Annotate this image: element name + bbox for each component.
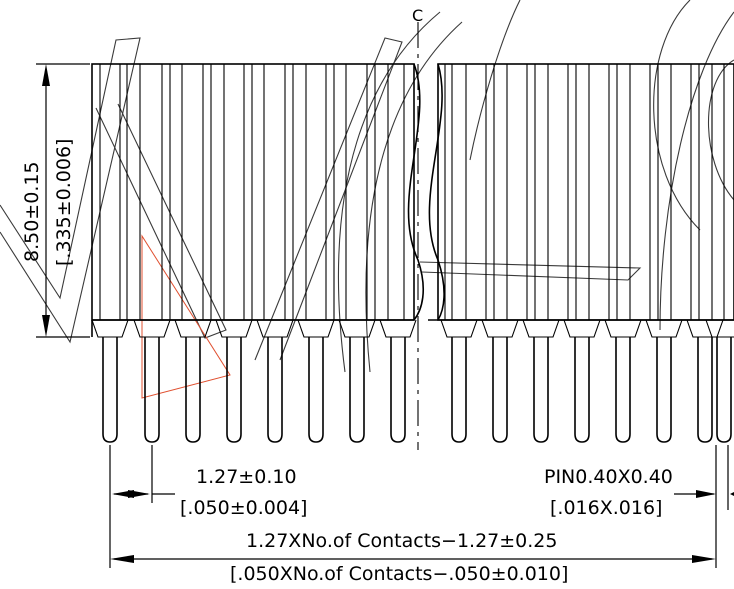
length-dimension: 1.27XNo.of Contacts−1.27±0.25 [.050XNo.o… [110,530,716,585]
tooth-outline [604,319,642,338]
pin [390,337,406,443]
pin [308,337,324,443]
pin [349,337,365,443]
pin [226,337,242,443]
pin [185,337,201,443]
pin [102,337,118,443]
tooth-outline [297,319,335,338]
pin [574,337,590,443]
pin [533,337,549,443]
bottom-teeth [91,319,734,338]
pin-mm-label: PIN0.40X0.40 [544,466,673,488]
tooth-outline [215,319,253,338]
pin [656,337,672,443]
pin [697,337,713,443]
pin [267,337,283,443]
tooth-outline [705,319,734,338]
watermark-logo [0,0,734,373]
tooth-outline [174,319,212,338]
tooth-outline [91,319,129,338]
height-mm-label: 8.50±0.15 [21,161,43,262]
tooth-outline [256,319,294,338]
pin [451,337,467,443]
centerline-label: C [412,6,423,25]
break-line [407,63,445,321]
tooth-outline [379,319,417,338]
pitch-in-label: [.050±0.004] [180,497,307,519]
length-mm-label: 1.27XNo.of Contacts−1.27±0.25 [246,530,558,552]
centerline: C [412,6,423,450]
pin [716,337,732,443]
tooth-outline [440,319,478,338]
tooth-outline [338,319,376,338]
tooth-outline [645,319,683,338]
height-dimension: 8.50±0.15 [.335±0.006] [21,63,90,338]
tooth-outline [686,319,724,338]
pin [615,337,631,443]
height-in-label: [.335±0.006] [53,139,75,266]
pin-size-dimension: PIN0.40X0.40 [.016X.016] [544,445,734,568]
pin [144,337,160,443]
pins [102,337,732,443]
pin [492,337,508,443]
pitch-dimension: 1.27±0.10 [.050±0.004] [109,445,307,568]
length-in-label: [.050XNo.of Contacts−.050±0.010] [230,563,568,585]
tooth-outline [563,319,601,338]
pin-in-label: [.016X.016] [550,497,662,519]
tooth-outline [522,319,560,338]
tooth-outline [133,319,171,338]
pitch-mm-label: 1.27±0.10 [196,466,297,488]
tooth-outline [481,319,519,338]
connector-body-left [91,63,415,321]
connector-body-right [437,63,734,321]
